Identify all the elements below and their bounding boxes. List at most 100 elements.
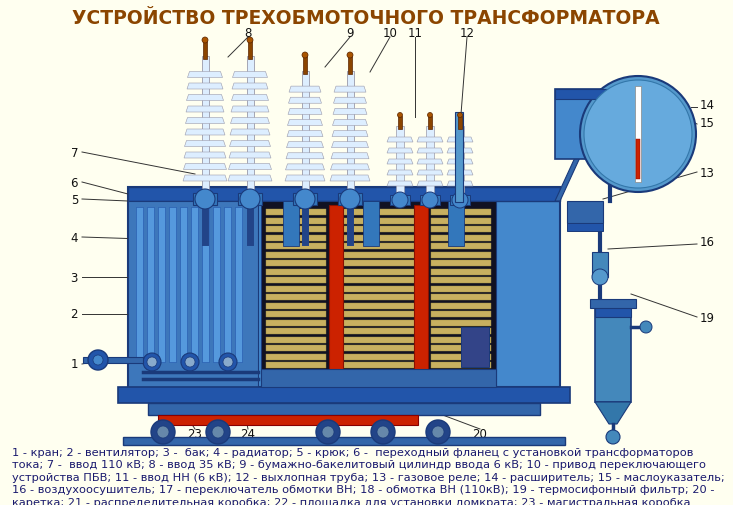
Text: тока; 7 -  ввод 110 кВ; 8 - ввод 35 кВ; 9 - бумажно-бакелитовый цилиндр ввода 6 : тока; 7 - ввод 110 кВ; 8 - ввод 35 кВ; 9… xyxy=(12,460,706,470)
Circle shape xyxy=(371,420,395,444)
Polygon shape xyxy=(332,131,368,137)
Polygon shape xyxy=(387,171,413,176)
Bar xyxy=(456,127,464,201)
Circle shape xyxy=(457,113,463,118)
Bar xyxy=(248,42,252,60)
Circle shape xyxy=(584,81,692,189)
Bar xyxy=(341,235,421,241)
Bar xyxy=(266,354,326,360)
Circle shape xyxy=(580,77,696,192)
Bar xyxy=(341,243,421,249)
Bar xyxy=(431,354,491,360)
Polygon shape xyxy=(232,84,268,90)
Text: 15: 15 xyxy=(700,116,715,129)
Bar xyxy=(261,369,496,387)
Bar xyxy=(390,195,410,206)
Text: 8: 8 xyxy=(244,26,251,39)
Bar xyxy=(341,286,421,292)
Bar xyxy=(202,57,209,201)
Polygon shape xyxy=(230,118,270,124)
Polygon shape xyxy=(287,142,323,148)
Circle shape xyxy=(302,53,308,59)
Circle shape xyxy=(88,350,108,370)
Bar xyxy=(224,208,231,362)
Bar xyxy=(303,57,307,75)
Bar xyxy=(128,188,560,201)
Circle shape xyxy=(247,38,253,44)
Circle shape xyxy=(151,420,175,444)
Text: 10: 10 xyxy=(383,26,397,39)
Text: 22: 22 xyxy=(213,428,227,441)
Bar xyxy=(148,403,540,415)
Bar xyxy=(431,320,491,326)
Polygon shape xyxy=(186,107,224,113)
Polygon shape xyxy=(185,130,225,136)
Bar xyxy=(396,127,404,201)
Bar xyxy=(266,261,326,267)
Bar xyxy=(341,371,421,377)
Bar xyxy=(555,90,610,100)
Text: устройства ПБВ; 11 - ввод НН (6 кВ); 12 - выхлопная труба; 13 - газовое реле; 14: устройства ПБВ; 11 - ввод НН (6 кВ); 12 … xyxy=(12,472,725,482)
Polygon shape xyxy=(185,118,224,124)
Bar xyxy=(266,227,326,232)
Bar xyxy=(158,208,165,362)
Bar xyxy=(293,193,317,206)
Circle shape xyxy=(392,192,408,209)
Bar xyxy=(426,127,434,201)
Circle shape xyxy=(195,189,215,210)
Bar xyxy=(341,362,421,368)
Polygon shape xyxy=(333,120,367,126)
Circle shape xyxy=(219,354,237,371)
Bar xyxy=(266,286,326,292)
Polygon shape xyxy=(417,160,443,165)
Polygon shape xyxy=(230,130,270,136)
Text: УСТРОЙСТВО ТРЕХОБМОТОЧНОГО ТРАНСФОРМАТОРА: УСТРОЙСТВО ТРЕХОБМОТОЧНОГО ТРАНСФОРМАТОР… xyxy=(72,9,660,27)
Bar xyxy=(136,208,143,362)
Circle shape xyxy=(143,354,161,371)
Circle shape xyxy=(322,426,334,438)
Bar xyxy=(213,208,220,362)
Polygon shape xyxy=(331,165,369,171)
Bar xyxy=(431,269,491,275)
Bar xyxy=(266,294,326,300)
Bar xyxy=(261,201,496,387)
Polygon shape xyxy=(417,138,443,143)
Polygon shape xyxy=(289,87,321,93)
Polygon shape xyxy=(387,182,413,187)
Text: 24: 24 xyxy=(240,428,256,441)
Bar xyxy=(555,90,610,160)
Text: 19: 19 xyxy=(700,311,715,324)
Bar xyxy=(202,208,209,362)
Bar xyxy=(450,195,470,206)
Circle shape xyxy=(206,420,230,444)
Bar xyxy=(235,208,242,362)
Circle shape xyxy=(640,321,652,333)
Bar xyxy=(363,201,379,246)
Bar xyxy=(341,354,421,360)
Bar xyxy=(341,337,421,343)
Polygon shape xyxy=(183,164,226,170)
Bar xyxy=(431,337,491,343)
Polygon shape xyxy=(185,141,226,147)
Bar xyxy=(431,312,491,317)
Polygon shape xyxy=(285,176,325,182)
Bar xyxy=(341,303,421,309)
Text: 2: 2 xyxy=(70,308,78,321)
Bar xyxy=(431,210,491,216)
Bar xyxy=(398,117,402,130)
Bar xyxy=(331,206,341,383)
Bar xyxy=(461,327,489,367)
Bar xyxy=(266,235,326,241)
Bar xyxy=(266,371,326,377)
Text: 9: 9 xyxy=(346,26,354,39)
Bar xyxy=(458,117,462,130)
Bar xyxy=(341,218,421,224)
Circle shape xyxy=(295,189,315,210)
Bar xyxy=(329,206,343,383)
Text: 5: 5 xyxy=(70,193,78,206)
Circle shape xyxy=(316,420,340,444)
Text: 1: 1 xyxy=(70,358,78,371)
Polygon shape xyxy=(334,98,366,104)
Text: 23: 23 xyxy=(188,428,202,441)
Polygon shape xyxy=(417,148,443,154)
